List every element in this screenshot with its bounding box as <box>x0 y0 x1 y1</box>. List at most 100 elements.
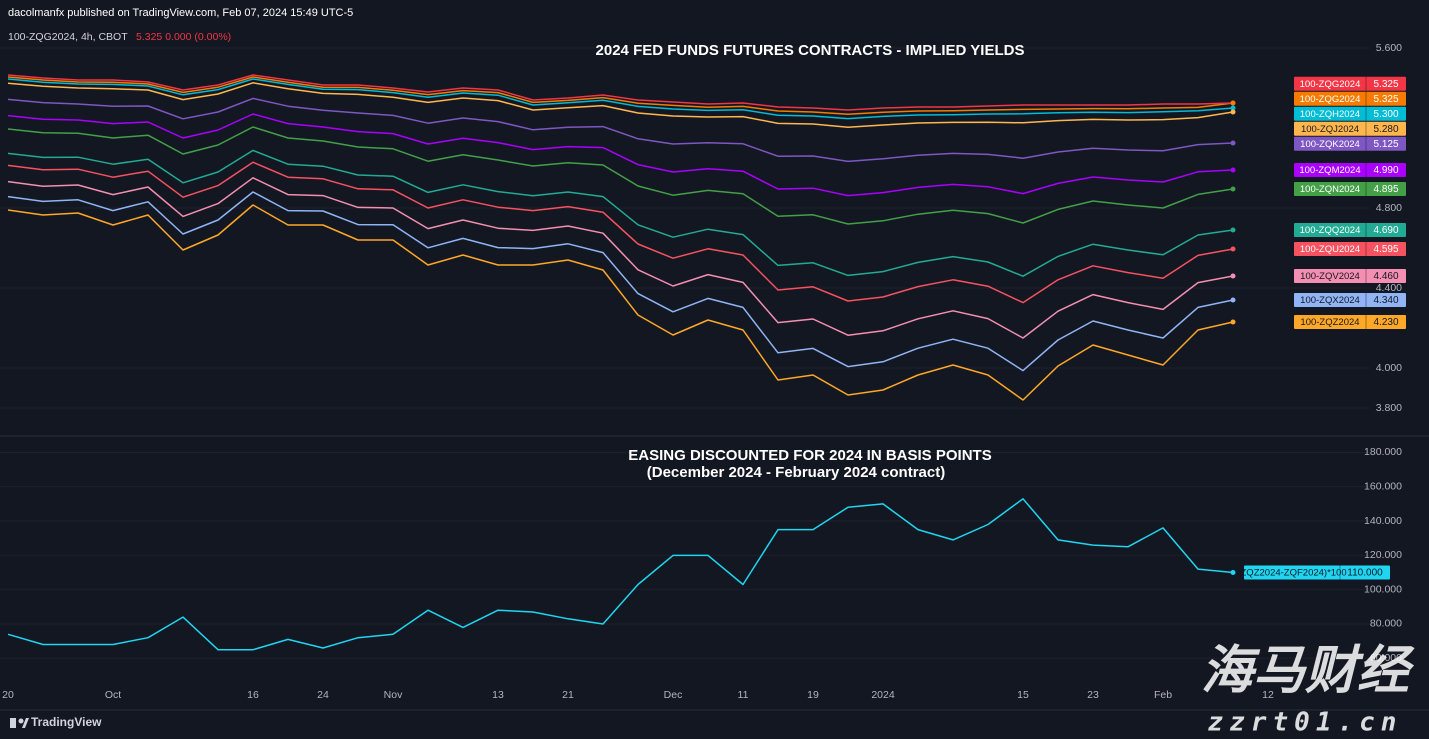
series-line <box>7 74 1234 111</box>
watermark-cn: 海马财经 <box>1201 641 1415 701</box>
value-label: 4.460 <box>1373 271 1398 282</box>
series-name: 100-ZQK2024 <box>1300 139 1360 150</box>
label-box <box>1294 91 1406 106</box>
x-tick-label: 24 <box>317 689 329 701</box>
label-box <box>1294 269 1406 283</box>
series-line <box>7 113 1234 197</box>
value-label: 5.325 <box>1373 94 1398 105</box>
series-line <box>7 191 1234 372</box>
series-name: 100-ZQZ2024 <box>1300 317 1359 328</box>
watermark-site: zzrt01.cn <box>1208 708 1403 738</box>
label-box <box>1294 136 1406 151</box>
series-line <box>7 126 1234 225</box>
y-tick-label: 160.000 <box>1364 481 1402 493</box>
series-name: 100-ZQM2024 <box>1299 165 1360 176</box>
label-box <box>1294 76 1406 91</box>
value-label: 5.325 <box>1373 79 1398 90</box>
y-tick-label: 120.000 <box>1364 549 1402 561</box>
chart-title: 2024 FED FUNDS FUTURES CONTRACTS - IMPLI… <box>596 42 1025 59</box>
series-line <box>7 204 1234 401</box>
value-label: 5.300 <box>1373 109 1398 120</box>
last-point <box>1230 167 1236 173</box>
series-name: 100-ZQJ2024 <box>1301 124 1359 135</box>
x-tick-label: Oct <box>105 689 121 701</box>
x-tick-label: 2024 <box>871 689 895 701</box>
series-line <box>7 177 1234 339</box>
series-line <box>7 76 1234 115</box>
series-line <box>7 161 1234 304</box>
author-line: dacolmanfx published on TradingView.com,… <box>8 7 353 19</box>
value-label: 4.895 <box>1373 184 1398 195</box>
y-tick-label: 140.000 <box>1364 515 1402 527</box>
last-point <box>1230 246 1236 252</box>
x-tick-label: 20 <box>2 689 14 701</box>
value-label: 110.000 <box>1347 568 1383 579</box>
y-tick-label: 4.000 <box>1376 362 1402 374</box>
y-tick-label: 4.800 <box>1376 202 1402 214</box>
series-name: 100-ZQX2024 <box>1300 295 1360 306</box>
chart-subtitle: (December 2024 - February 2024 contract) <box>647 464 945 481</box>
y-tick-label: 3.800 <box>1376 402 1402 414</box>
x-tick-label: 12 <box>1262 689 1274 701</box>
series-line <box>7 82 1234 128</box>
y-tick-label: 60.000 <box>1370 652 1402 664</box>
plot-area: 5.600 4.800 4.400 4.000 3.800 2024 FED FUNDS … <box>0 42 1406 701</box>
series-line <box>7 78 1234 120</box>
series-name: 100-ZQQ2024 <box>1300 225 1361 236</box>
x-tick-label: 13 <box>492 689 504 701</box>
x-tick-label: 16 <box>247 689 259 701</box>
y-tick-label: 4.400 <box>1376 282 1402 294</box>
value-label: 4.595 <box>1373 244 1398 255</box>
symbol-info: 100-ZQG2024, 4h, CBOT <box>8 31 128 43</box>
label-box <box>1294 121 1406 136</box>
label-box <box>1294 163 1406 177</box>
y-tick-label: 100.000 <box>1364 583 1402 595</box>
label-box <box>1244 565 1390 580</box>
value-label: 5.125 <box>1373 139 1398 150</box>
brand-name: TradingView <box>31 715 102 729</box>
value-label: 4.230 <box>1373 317 1398 328</box>
label-box <box>1294 315 1406 329</box>
x-tick-label: Nov <box>384 689 403 701</box>
label-box <box>1294 106 1406 121</box>
last-point <box>1230 105 1236 111</box>
last-point <box>1230 186 1236 192</box>
label-box <box>1294 182 1406 196</box>
last-point <box>1230 100 1236 106</box>
last-point <box>1230 227 1236 233</box>
x-tick-label: Feb <box>1154 689 1172 701</box>
series-line <box>7 498 1234 651</box>
last-point <box>1230 297 1236 303</box>
brand-logo <box>10 718 29 728</box>
value-label: 4.340 <box>1373 295 1398 306</box>
last-point <box>1230 570 1236 576</box>
series-name: 100-ZQG2024 <box>1300 94 1361 105</box>
series-name: 100-ZQU2024 <box>1300 244 1360 255</box>
y-tick-label: 80.000 <box>1370 618 1402 630</box>
x-tick-label: 19 <box>807 689 819 701</box>
symbol-quote: 5.325 0.000 (0.00%) <box>136 31 231 43</box>
series-name: 100-ZQN2024 <box>1300 184 1360 195</box>
last-point <box>1230 140 1236 146</box>
value-label: 5.280 <box>1373 124 1398 135</box>
series-name: 100-ZQV2024 <box>1300 271 1360 282</box>
value-label: 4.690 <box>1373 225 1398 236</box>
x-tick-label: 23 <box>1087 689 1099 701</box>
series-name: (ZQZ2024-ZQF2024)*100 <box>1237 568 1346 579</box>
x-tick-label: 21 <box>562 689 574 701</box>
chart-title: EASING DISCOUNTED FOR 2024 IN BASIS POIN… <box>628 447 991 464</box>
last-point <box>1230 319 1236 325</box>
series-name: 100-ZQH2024 <box>1300 109 1360 120</box>
last-point <box>1230 109 1236 115</box>
series-name: 100-ZQG2024 <box>1300 79 1361 90</box>
x-tick-label: Dec <box>664 689 683 701</box>
last-point <box>1230 273 1236 279</box>
y-tick-label: 5.600 <box>1376 42 1402 54</box>
label-box <box>1294 223 1406 237</box>
x-tick-label: 15 <box>1017 689 1029 701</box>
x-tick-label: 11 <box>738 689 749 701</box>
label-box <box>1294 242 1406 256</box>
